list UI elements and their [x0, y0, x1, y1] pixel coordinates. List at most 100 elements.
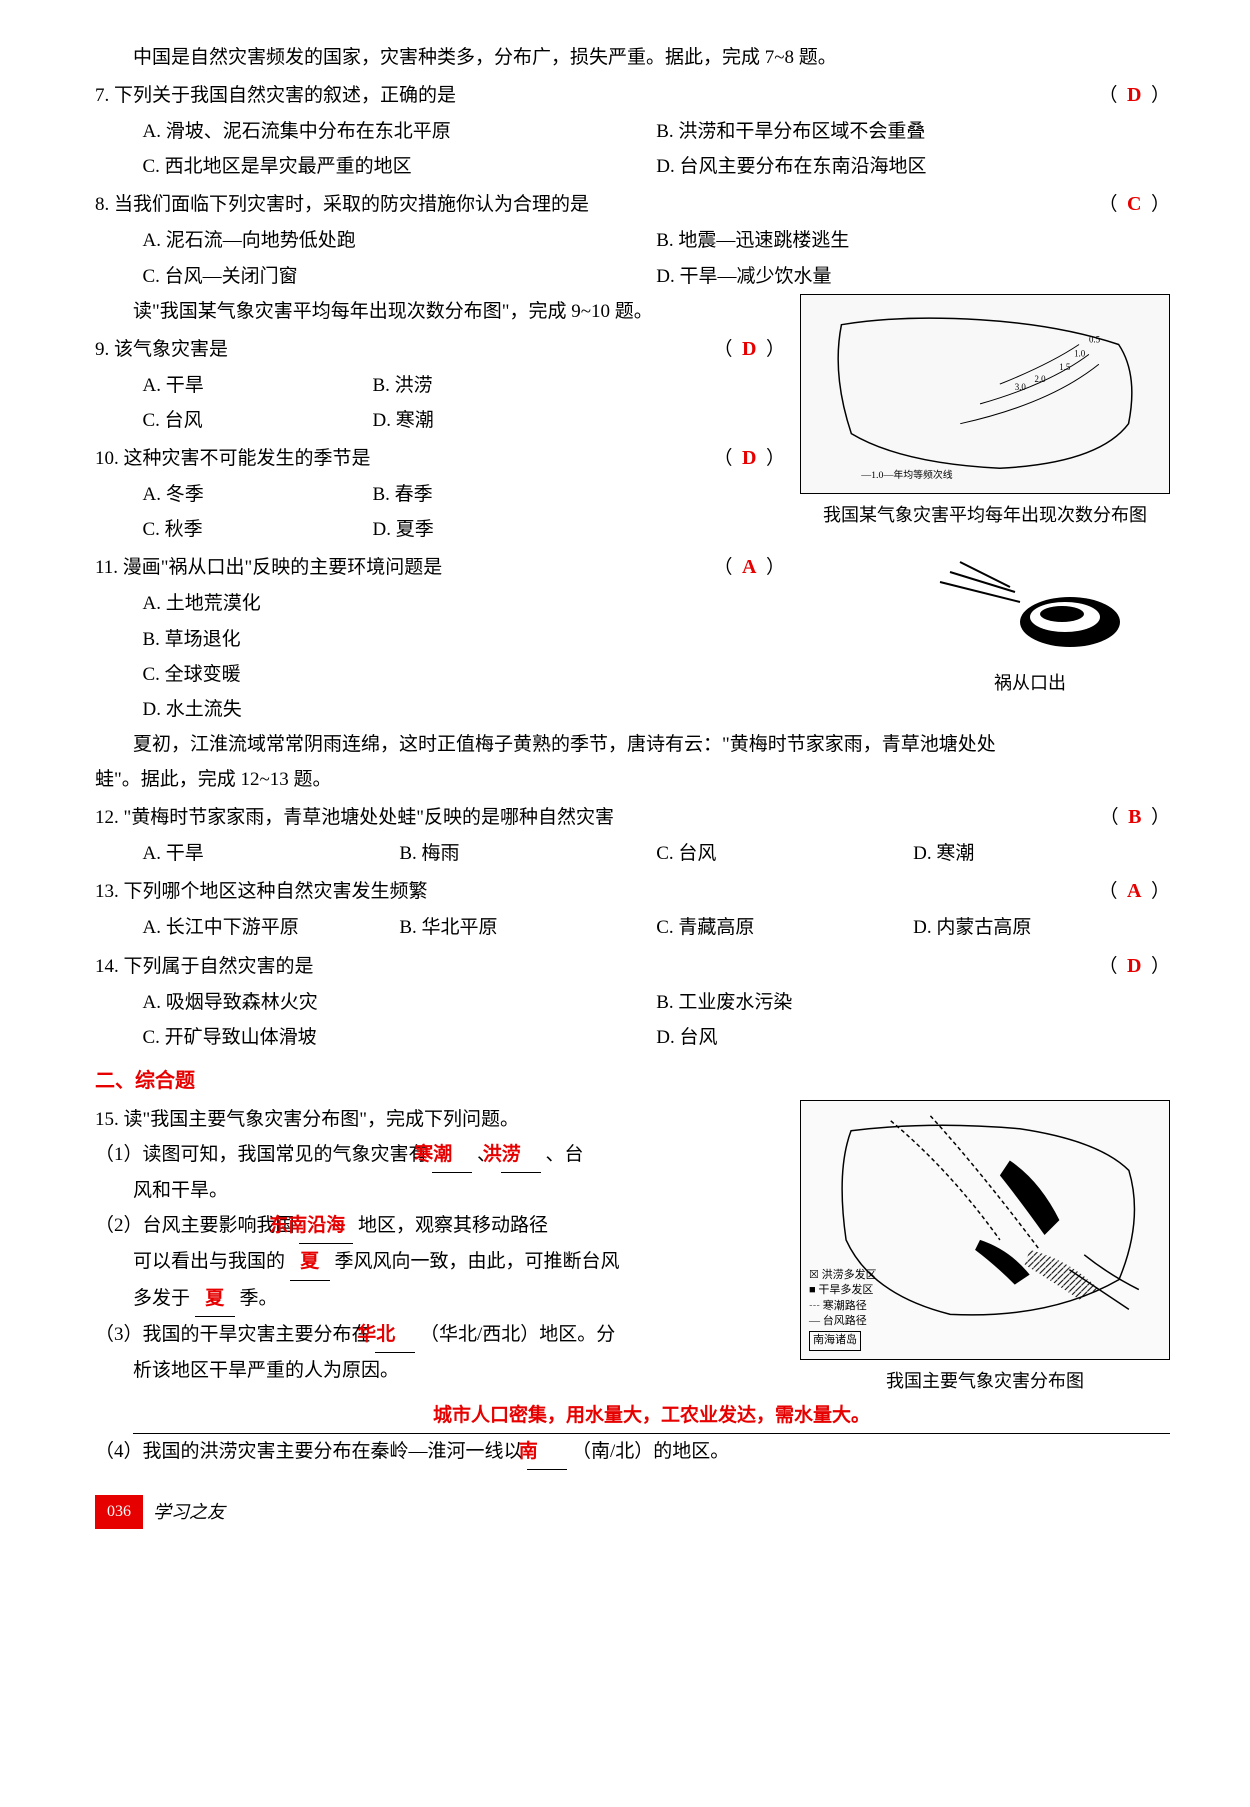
- q9-opt-d: D. 寒潮: [373, 403, 786, 438]
- q11-answer: A: [742, 556, 756, 578]
- q14-answer-slot: （ D ）: [1099, 948, 1170, 985]
- q10-text: 10. 这种灾害不可能发生的季节是: [95, 441, 704, 476]
- q15-sub2-line2-mid: 季风风向一致，由此，可推断台风: [335, 1251, 620, 1272]
- q8-opt-a: A. 泥石流—向地势低处跑: [143, 223, 657, 258]
- q15-sub1: （1）读图可知，我国常见的气象灾害有 寒潮 、 洪涝 、台: [95, 1137, 785, 1173]
- q10-answer-slot: （ D ）: [714, 440, 785, 477]
- q10-answer: D: [742, 447, 756, 469]
- q14-options-row1: A. 吸烟导致森林火灾 B. 工业废水污染: [95, 985, 1170, 1020]
- q10-opt-b: B. 春季: [373, 477, 786, 512]
- question-14: 14. 下列属于自然灾害的是 （ D ）: [95, 948, 1170, 985]
- q8-opt-b: B. 地震—迅速跳楼逃生: [656, 223, 1170, 258]
- q15-sub2-line2-pre: 可以看出与我国的: [133, 1251, 285, 1272]
- q15-sub2-line3-pre: 多发于: [133, 1288, 190, 1309]
- q15-sub2: （2）台风主要影响我国 东南沿海 地区，观察其移动路径: [95, 1208, 785, 1244]
- question-11: 11. 漫画"祸从口出"反映的主要环境问题是 （ A ）: [95, 549, 785, 586]
- q15-sub2-line3-post: 季。: [240, 1288, 278, 1309]
- map-image-2: ☒ 洪涝多发区 ■ 干旱多发区 ┄ 寒潮路径 — 台风路径 南海诸岛: [800, 1100, 1170, 1360]
- q15-sub2-pre: （2）台风主要影响我国: [95, 1215, 295, 1236]
- q11-opt-b: B. 草场退化: [95, 622, 785, 657]
- map2-legend: ☒ 洪涝多发区 ■ 干旱多发区 ┄ 寒潮路径 — 台风路径 南海诸岛: [809, 1268, 877, 1351]
- q15-sub4-pre: （4）我国的洪涝灾害主要分布在秦岭—淮河一线以: [95, 1441, 523, 1462]
- question-10: 10. 这种灾害不可能发生的季节是 （ D ）: [95, 440, 785, 477]
- q15-sub4-post: （南/北）的地区。: [572, 1441, 729, 1462]
- q15-sub2-line3: 多发于 夏 季。: [95, 1281, 785, 1317]
- q15-sub4-ans: 南: [527, 1434, 567, 1470]
- q8-text: 8. 当我们面临下列灾害时，采取的防灾措施你认为合理的是: [95, 187, 1089, 222]
- q15-sub2-line2: 可以看出与我国的 夏 季风风向一致，由此，可推断台风: [95, 1244, 785, 1280]
- question-7: 7. 下列关于我国自然灾害的叙述，正确的是 （ D ）: [95, 77, 1170, 114]
- q14-opt-d: D. 台风: [656, 1020, 1170, 1055]
- q8-opt-c: C. 台风—关闭门窗: [143, 259, 657, 294]
- svg-text:3.0: 3.0: [1015, 382, 1027, 392]
- q13-answer: A: [1127, 880, 1141, 902]
- q14-opt-a: A. 吸烟导致森林火灾: [143, 985, 657, 1020]
- q12-options: A. 干旱 B. 梅雨 C. 台风 D. 寒潮: [95, 836, 1170, 871]
- cartoon-image: [890, 532, 1170, 662]
- q15-sub2-ans1: 东南沿海: [299, 1208, 353, 1244]
- question-12: 12. "黄梅时节家家雨，青草池塘处处蛙"反映的是哪种自然灾害 （ B ）: [95, 799, 1170, 836]
- q12-opt-b: B. 梅雨: [399, 836, 656, 871]
- section-2-header: 二、综合题: [95, 1063, 1170, 1100]
- q9-answer-slot: （ D ）: [714, 331, 785, 368]
- q8-answer-slot: （ C ）: [1099, 186, 1170, 223]
- map1-caption: 我国某气象灾害平均每年出现次数分布图: [800, 499, 1170, 532]
- q10-opt-d: D. 夏季: [373, 512, 786, 547]
- q10-options-row2: C. 秋季 D. 夏季: [95, 512, 785, 547]
- q9-options-row1: A. 干旱 B. 洪涝: [95, 368, 785, 403]
- cartoon-caption: 祸从口出: [890, 667, 1170, 700]
- q7-options-row1: A. 滑坡、泥石流集中分布在东北平原 B. 洪涝和干旱分布区域不会重叠: [95, 114, 1170, 149]
- q12-opt-d: D. 寒潮: [913, 836, 1170, 871]
- q7-answer-slot: （ D ）: [1099, 77, 1170, 114]
- svg-text:1.5: 1.5: [1059, 362, 1071, 372]
- q12-answer: B: [1128, 806, 1141, 828]
- q9-opt-b: B. 洪涝: [373, 368, 786, 403]
- svg-text:0.5: 0.5: [1089, 334, 1101, 344]
- q8-options-row2: C. 台风—关闭门窗 D. 干旱—减少饮水量: [95, 259, 1170, 294]
- q15-sub1-post: 、台: [546, 1144, 584, 1165]
- q8-options-row1: A. 泥石流—向地势低处跑 B. 地震—迅速跳楼逃生: [95, 223, 1170, 258]
- q9-text: 9. 该气象灾害是: [95, 332, 704, 367]
- q15-sub1-ans2: 洪涝: [501, 1137, 541, 1173]
- q13-answer-slot: （ A ）: [1099, 873, 1170, 910]
- q10-options-row1: A. 冬季 B. 春季: [95, 477, 785, 512]
- question-9: 9. 该气象灾害是 （ D ）: [95, 331, 785, 368]
- map-image-1: 0.5 1.0 1.5 2.0 3.0 —1.0—年均等频次线: [800, 294, 1170, 494]
- intro-passage-3-line2: 蛙"。据此，完成 12~13 题。: [95, 762, 1170, 797]
- q8-opt-d: D. 干旱—减少饮水量: [656, 259, 1170, 294]
- q7-answer: D: [1127, 84, 1141, 106]
- q13-opt-c: C. 青藏高原: [656, 910, 913, 945]
- q12-opt-c: C. 台风: [656, 836, 913, 871]
- q9-opt-c: C. 台风: [143, 403, 373, 438]
- q15-sub1-ans1: 寒潮: [432, 1137, 472, 1173]
- q11-opt-c: C. 全球变暖: [95, 657, 785, 692]
- q14-options-row2: C. 开矿导致山体滑坡 D. 台风: [95, 1020, 1170, 1055]
- q15-sub3-mid: （华北/西北）地区。分: [420, 1324, 615, 1345]
- q7-opt-d: D. 台风主要分布在东南沿海地区: [656, 149, 1170, 184]
- q14-text: 14. 下列属于自然灾害的是: [95, 949, 1089, 984]
- q15-sub3: （3）我国的干旱灾害主要分布在 华北 （华北/西北）地区。分: [95, 1317, 785, 1353]
- q8-answer: C: [1127, 193, 1141, 215]
- q7-options-row2: C. 西北地区是旱灾最严重的地区 D. 台风主要分布在东南沿海地区: [95, 149, 1170, 184]
- question-8: 8. 当我们面临下列灾害时，采取的防灾措施你认为合理的是 （ C ）: [95, 186, 1170, 223]
- q7-opt-b: B. 洪涝和干旱分布区域不会重叠: [656, 114, 1170, 149]
- q15-text: 15. 读"我国主要气象灾害分布图"，完成下列问题。: [95, 1102, 785, 1137]
- map1-legend-text: —1.0—年均等频次线: [860, 468, 952, 481]
- intro-passage-3-line1: 夏初，江淮流域常常阴雨连绵，这时正值梅子黄熟的季节，唐诗有云："黄梅时节家家雨，…: [95, 727, 1170, 762]
- q11-answer-slot: （ A ）: [714, 549, 785, 586]
- q14-opt-c: C. 开矿导致山体滑坡: [143, 1020, 657, 1055]
- q15-sub3-answer-text: 城市人口密集，用水量大，工农业发达，需水量大。: [133, 1398, 1170, 1434]
- q7-opt-a: A. 滑坡、泥石流集中分布在东北平原: [143, 114, 657, 149]
- q9-options-row2: C. 台风 D. 寒潮: [95, 403, 785, 438]
- q12-text: 12. "黄梅时节家家雨，青草池塘处处蛙"反映的是哪种自然灾害: [95, 800, 1090, 835]
- map2-caption: 我国主要气象灾害分布图: [800, 1365, 1170, 1398]
- q9-opt-a: A. 干旱: [143, 368, 373, 403]
- map-svg-icon: 0.5 1.0 1.5 2.0 3.0 —1.0—年均等频次线: [801, 295, 1169, 493]
- q13-opt-d: D. 内蒙古高原: [913, 910, 1170, 945]
- q14-answer: D: [1127, 955, 1141, 977]
- q15-sub2-ans2: 夏: [290, 1244, 330, 1280]
- q15-sub3-ans1: 华北: [375, 1317, 415, 1353]
- q10-opt-a: A. 冬季: [143, 477, 373, 512]
- page-footer: 036 学习之友: [95, 1495, 1170, 1529]
- q7-opt-c: C. 西北地区是旱灾最严重的地区: [143, 149, 657, 184]
